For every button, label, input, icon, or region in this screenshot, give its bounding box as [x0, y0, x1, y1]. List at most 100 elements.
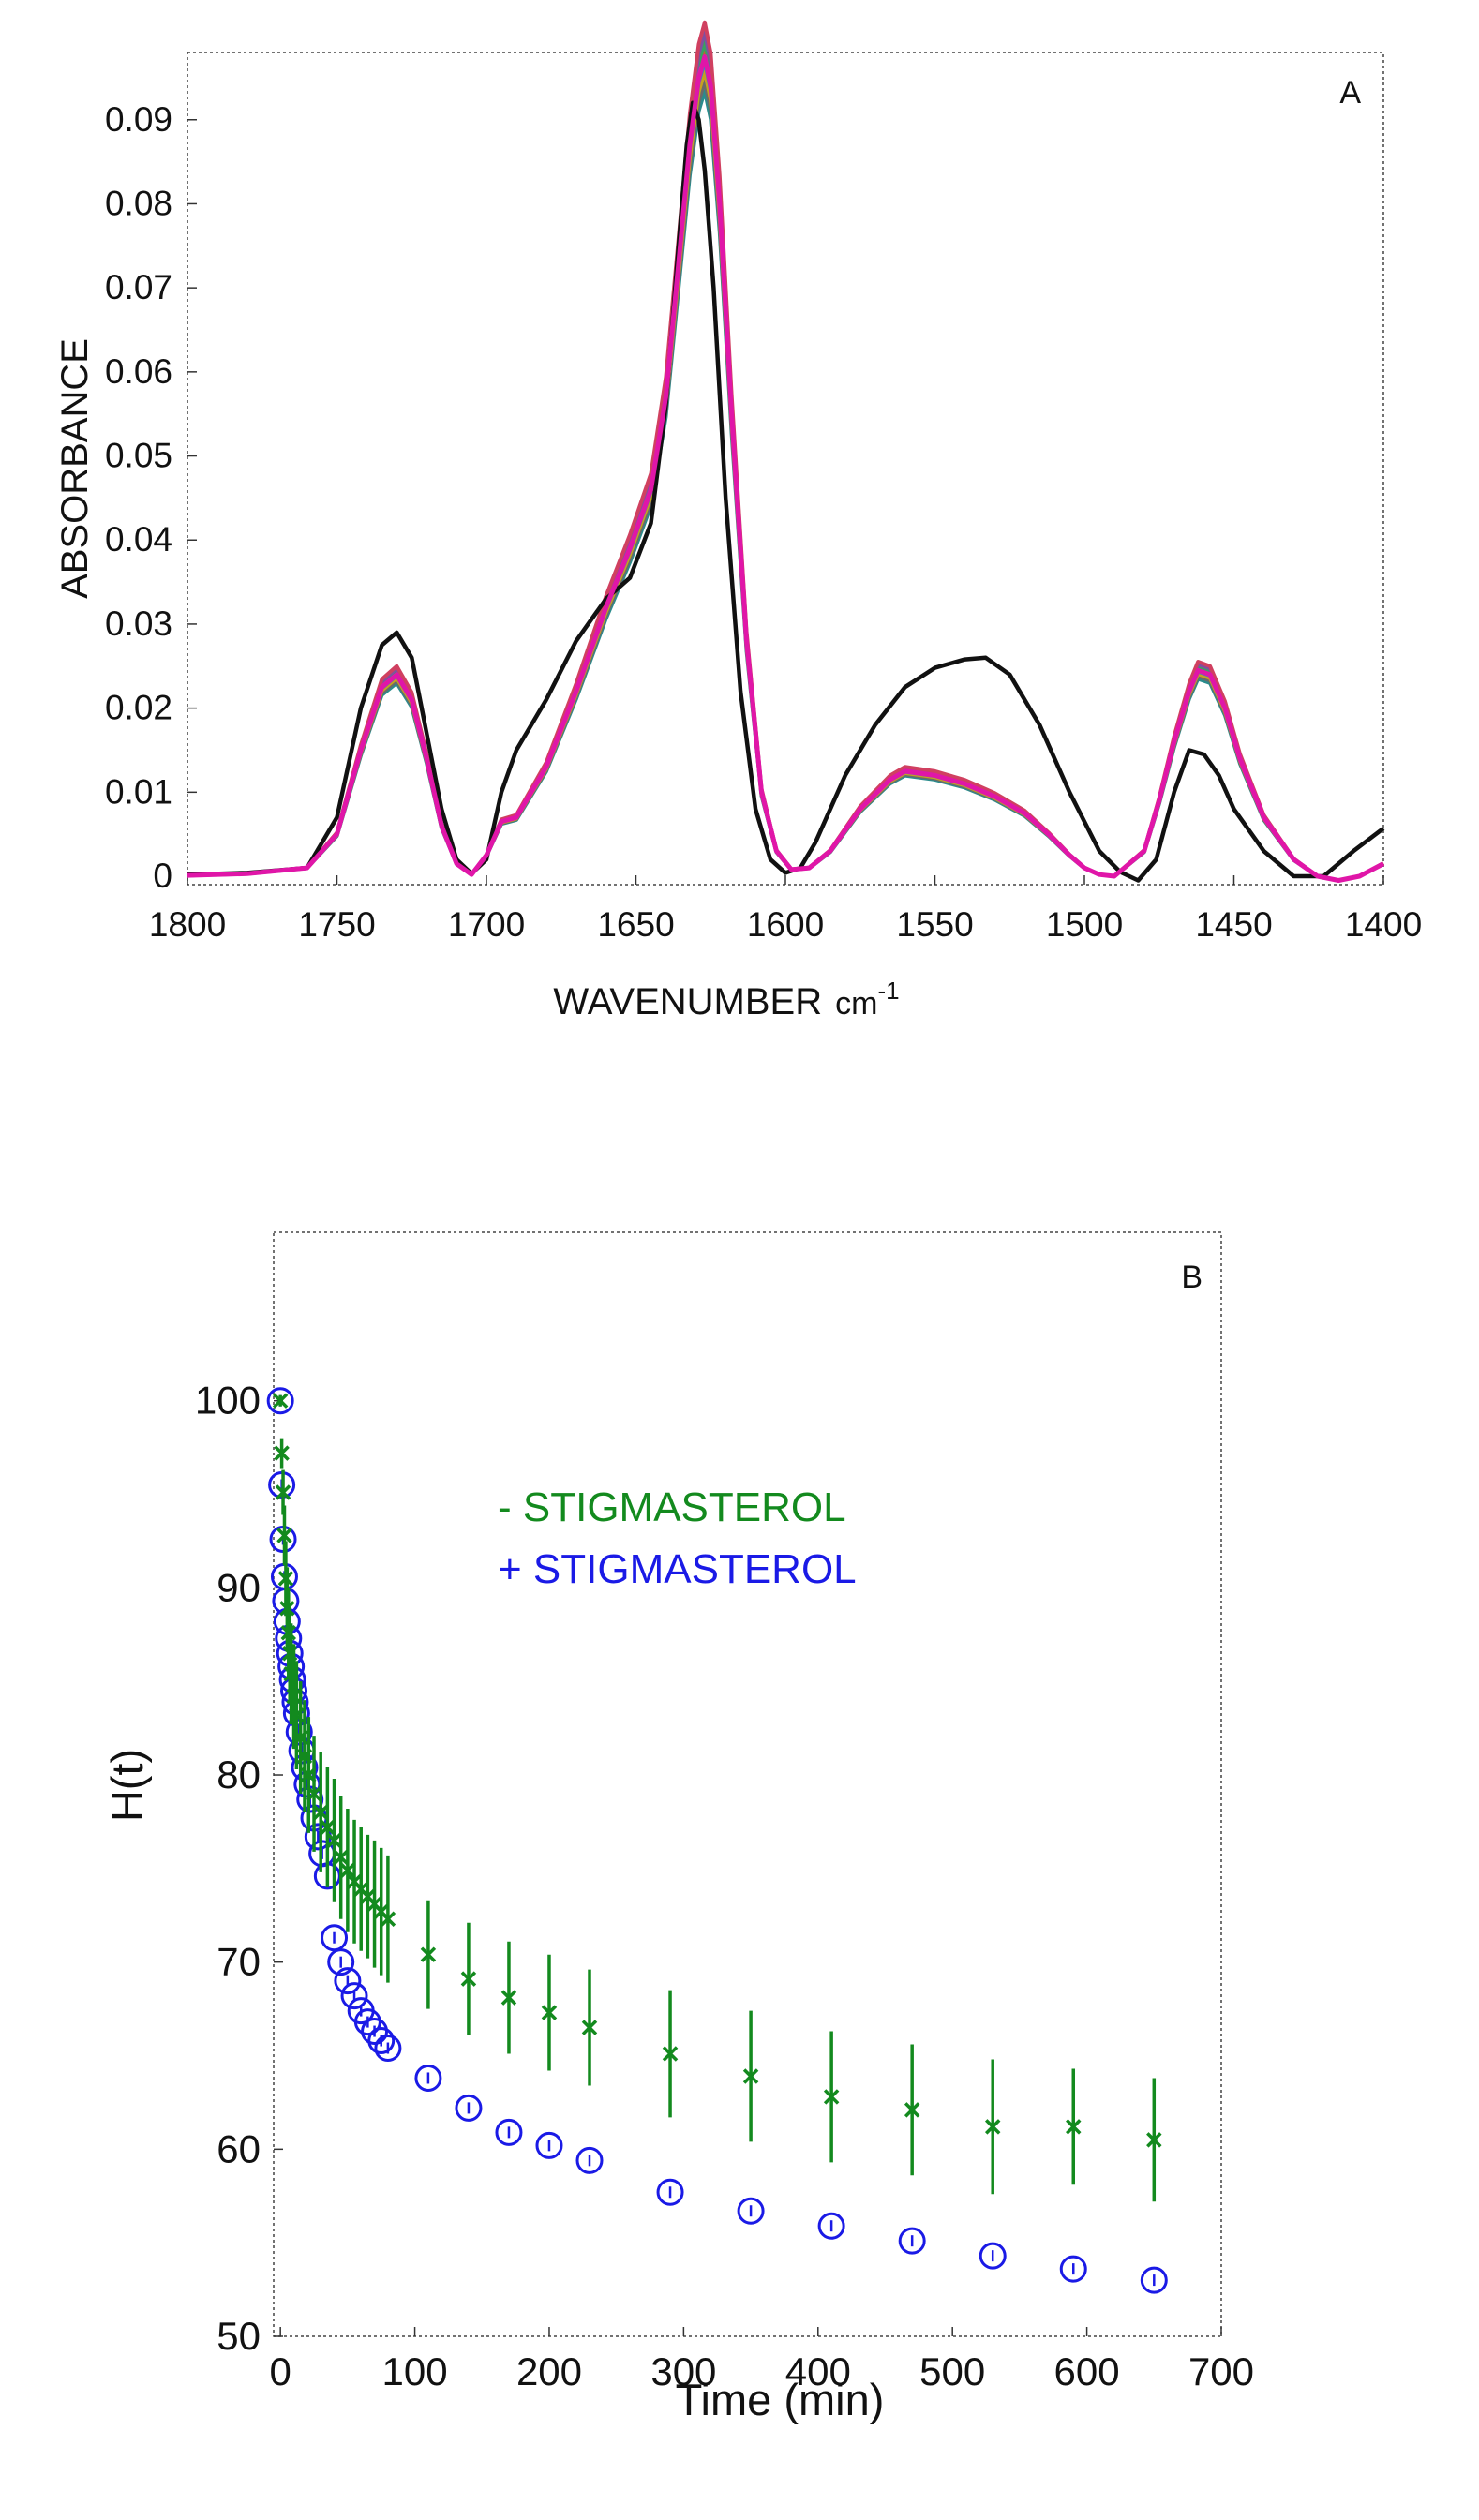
y-ticks-b: 50 60 70 80 90 100 [195, 1379, 283, 2358]
point-plus-stigmasterol [1059, 2255, 1087, 2283]
point-plus-stigmasterol [414, 2064, 442, 2092]
y-tick-label-a: 0.06 [105, 352, 172, 391]
spectrum-initial-black [187, 100, 1385, 883]
point-minus-stigmasterol [274, 1445, 290, 1461]
point-plus-stigmasterol [334, 1967, 362, 1995]
x-tick-label-a: 1750 [298, 905, 375, 944]
point-plus-stigmasterol [737, 2197, 765, 2225]
x-tick-label-a: 1800 [149, 905, 226, 944]
x-tick-label-a: 1650 [597, 905, 674, 944]
point-minus-stigmasterol [904, 2102, 920, 2118]
y-tick-label-a: 0.03 [105, 604, 172, 643]
point-plus-stigmasterol [374, 2035, 402, 2063]
point-minus-stigmasterol [460, 1971, 477, 1987]
point-minus-stigmasterol [339, 1862, 356, 1879]
point-minus-stigmasterol [312, 1804, 329, 1821]
point-minus-stigmasterol [581, 2020, 598, 2035]
y-tick-label-b: 70 [217, 1940, 261, 1984]
point-plus-stigmasterol [321, 1924, 349, 1952]
y-tick-label-a: 0.01 [105, 772, 172, 811]
point-plus-stigmasterol [266, 1387, 294, 1415]
spectrum-final-magenta [187, 54, 1385, 883]
x-axis-unit-a: cm [835, 986, 877, 1021]
x-tick-label-a: 1500 [1046, 905, 1123, 944]
point-plus-stigmasterol [898, 2227, 926, 2255]
y-tick-label-b: 80 [217, 1752, 261, 1797]
point-minus-stigmasterol [306, 1785, 322, 1802]
point-minus-stigmasterol [1066, 2119, 1082, 2135]
x-axis-title-b: Time (min) [676, 2375, 885, 2424]
point-plus-stigmasterol [817, 2212, 845, 2240]
y-tick-label-b: 60 [217, 2126, 261, 2170]
x-tick-label-b: 400 [785, 2349, 851, 2393]
x-tick-label-a: 1400 [1345, 905, 1422, 944]
point-minus-stigmasterol [333, 1849, 349, 1866]
point-plus-stigmasterol [575, 2146, 604, 2174]
spectra-a [187, 20, 1385, 883]
y-tick-label-a: 0 [153, 857, 172, 895]
y-tick-label-b: 50 [217, 2314, 261, 2358]
legend-item-plus-stigmasterol: + STIGMASTEROL [498, 1546, 857, 1592]
y-tick-label-a: 0.08 [105, 184, 172, 222]
x-tick-label-b: 700 [1188, 2349, 1254, 2393]
point-minus-stigmasterol [500, 1990, 517, 2006]
y-ticks-a: 0 0.01 0.02 0.03 0.04 0.05 0.06 0.07 0.08 0.09 [105, 100, 197, 895]
point-minus-stigmasterol [1146, 2132, 1162, 2148]
y-tick-label-a: 0.09 [105, 100, 172, 139]
point-minus-stigmasterol [823, 2089, 840, 2105]
y-tick-label-b: 100 [195, 1379, 261, 1423]
x-axis-unit-exp-a: -1 [877, 977, 899, 1005]
panel-label-b: B [1181, 1260, 1203, 1295]
x-tick-label-a: 1600 [747, 905, 824, 944]
y-tick-label-b: 90 [217, 1565, 261, 1609]
point-minus-stigmasterol [420, 1946, 437, 1962]
x-tick-label-b: 500 [919, 2349, 985, 2393]
point-minus-stigmasterol [541, 2005, 558, 2020]
point-minus-stigmasterol [662, 2046, 679, 2062]
point-plus-stigmasterol [455, 2094, 483, 2122]
point-minus-stigmasterol [984, 2119, 1001, 2135]
panel-label-a: A [1339, 75, 1361, 111]
point-plus-stigmasterol [535, 2131, 563, 2159]
point-plus-stigmasterol [979, 2242, 1007, 2270]
point-plus-stigmasterol [495, 2118, 523, 2146]
series-b [266, 1387, 1168, 2294]
x-axis-title-a-text: WAVENUMBER [553, 981, 822, 1022]
point-minus-stigmasterol [275, 1484, 291, 1500]
x-tick-label-b: 600 [1054, 2349, 1120, 2393]
x-tick-label-b: 100 [382, 2349, 448, 2393]
x-ticks-b: 0 100 200 300 400 500 600 700 [269, 2327, 1254, 2393]
point-plus-stigmasterol [367, 2027, 396, 2055]
legend-item-minus-stigmasterol: - STIGMASTEROL [498, 1484, 846, 1530]
point-plus-stigmasterol [340, 1982, 368, 2010]
y-axis-title-a: ABSORBANCE [54, 338, 96, 599]
x-tick-label-a: 1450 [1195, 905, 1272, 944]
y-tick-label-a: 0.04 [105, 520, 172, 559]
panel-a: 0 0.01 0.02 0.03 0.04 0.05 0.06 0.07 0.08 0.09 18… [54, 20, 1422, 1022]
point-minus-stigmasterol [742, 2068, 759, 2084]
x-tick-label-a: 1550 [896, 905, 973, 944]
legend-b: - STIGMASTEROL + STIGMASTEROL [498, 1484, 857, 1592]
plot-area-a [187, 52, 1384, 886]
y-axis-title-b: H(t) [102, 1749, 152, 1822]
point-plus-stigmasterol [656, 2178, 684, 2206]
point-minus-stigmasterol [276, 1528, 292, 1543]
x-tick-label-b: 300 [650, 2349, 716, 2393]
x-tick-label-a: 1700 [448, 905, 525, 944]
point-plus-stigmasterol [1140, 2266, 1168, 2294]
x-ticks-a: 1800 1750 1700 1650 1600 1550 1500 1450 1400 [149, 875, 1422, 944]
point-plus-stigmasterol [327, 1948, 355, 1976]
plot-area-b [273, 1231, 1222, 2337]
point-minus-stigmasterol [272, 1393, 289, 1409]
x-axis-title-a: WAVENUMBER cm-1 [553, 977, 899, 1022]
point-minus-stigmasterol [286, 1688, 302, 1705]
x-tick-label-b: 200 [516, 2349, 582, 2393]
y-tick-label-a: 0.05 [105, 437, 172, 475]
x-tick-label-b: 0 [269, 2349, 291, 2393]
point-minus-stigmasterol [326, 1832, 342, 1849]
panel-b: 50 60 70 80 90 100 0 100 200 300 400 500 600 700 B -… [102, 1231, 1254, 2424]
point-minus-stigmasterol [380, 1911, 396, 1927]
y-tick-label-a: 0.02 [105, 689, 172, 727]
y-tick-label-a: 0.07 [105, 268, 172, 306]
